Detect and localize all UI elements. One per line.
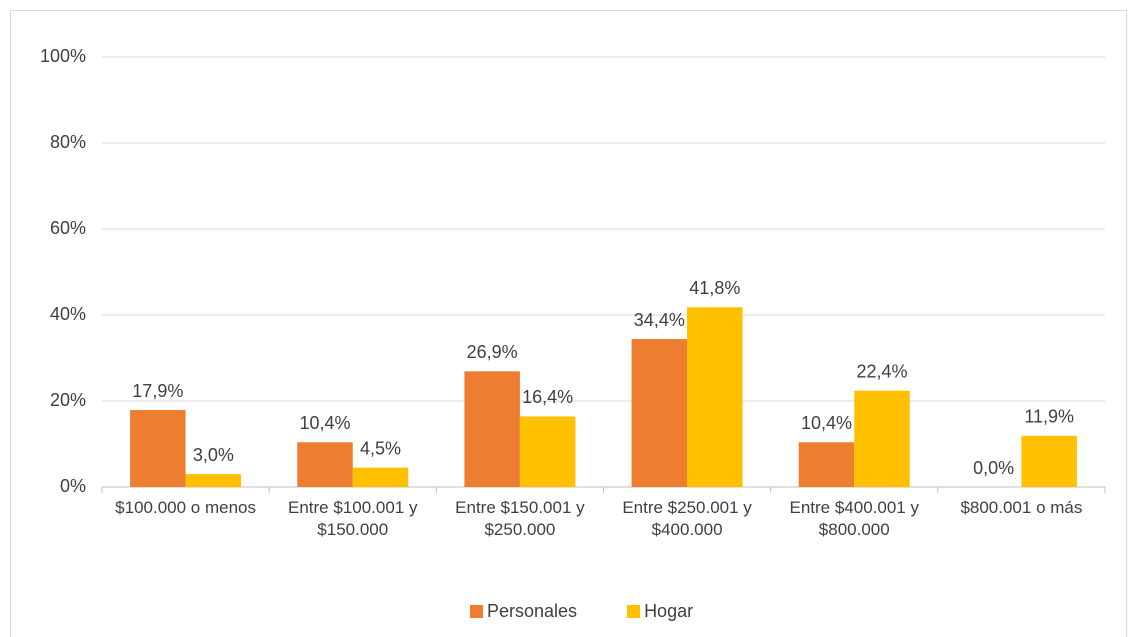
data-label: 10,4% — [801, 413, 852, 433]
data-label: 41,8% — [689, 278, 740, 298]
legend-swatch — [627, 605, 641, 618]
data-label: 16,4% — [522, 387, 573, 407]
chart-frame — [10, 10, 1127, 637]
x-tick-label: Entre $400.001 y $800.000 — [789, 498, 919, 539]
legend-label: Personales — [487, 601, 577, 621]
data-label: 22,4% — [856, 361, 907, 381]
bar — [854, 390, 910, 487]
data-label: 26,9% — [467, 342, 518, 362]
x-tick-label: Entre $250.001 y $400.000 — [622, 498, 752, 539]
data-label: 11,9% — [1024, 407, 1074, 427]
y-tick-label: 100% — [40, 46, 86, 66]
y-tick-label: 40% — [50, 304, 86, 324]
y-tick-label: 0% — [60, 476, 86, 496]
data-label: 0,0% — [973, 458, 1014, 478]
legend-swatch — [470, 605, 483, 618]
data-label: 3,0% — [193, 445, 234, 465]
data-label: 4,5% — [360, 438, 401, 458]
bar — [352, 467, 409, 487]
y-tick-label: 80% — [50, 132, 86, 152]
bar — [519, 416, 576, 487]
data-label: 34,4% — [634, 310, 685, 330]
data-label: 17,9% — [132, 381, 183, 401]
y-tick-label: 60% — [50, 218, 86, 238]
bar — [1021, 435, 1077, 487]
x-tick-label: $100.000 o menos — [115, 498, 256, 517]
x-tick-label: $800.001 o más — [960, 498, 1083, 517]
bar — [631, 339, 688, 487]
bar — [687, 307, 743, 487]
legend-label: Hogar — [644, 601, 693, 621]
data-label: 10,4% — [299, 413, 350, 433]
bar — [464, 371, 520, 487]
x-tick-label: Entre $150.001 y $250.000 — [455, 498, 585, 539]
bar — [798, 442, 855, 487]
bar — [130, 410, 186, 487]
bar — [297, 442, 353, 487]
y-tick-label: 20% — [50, 390, 86, 410]
bar — [185, 474, 242, 487]
x-tick-label: Entre $100.001 y $150.000 — [288, 498, 418, 539]
